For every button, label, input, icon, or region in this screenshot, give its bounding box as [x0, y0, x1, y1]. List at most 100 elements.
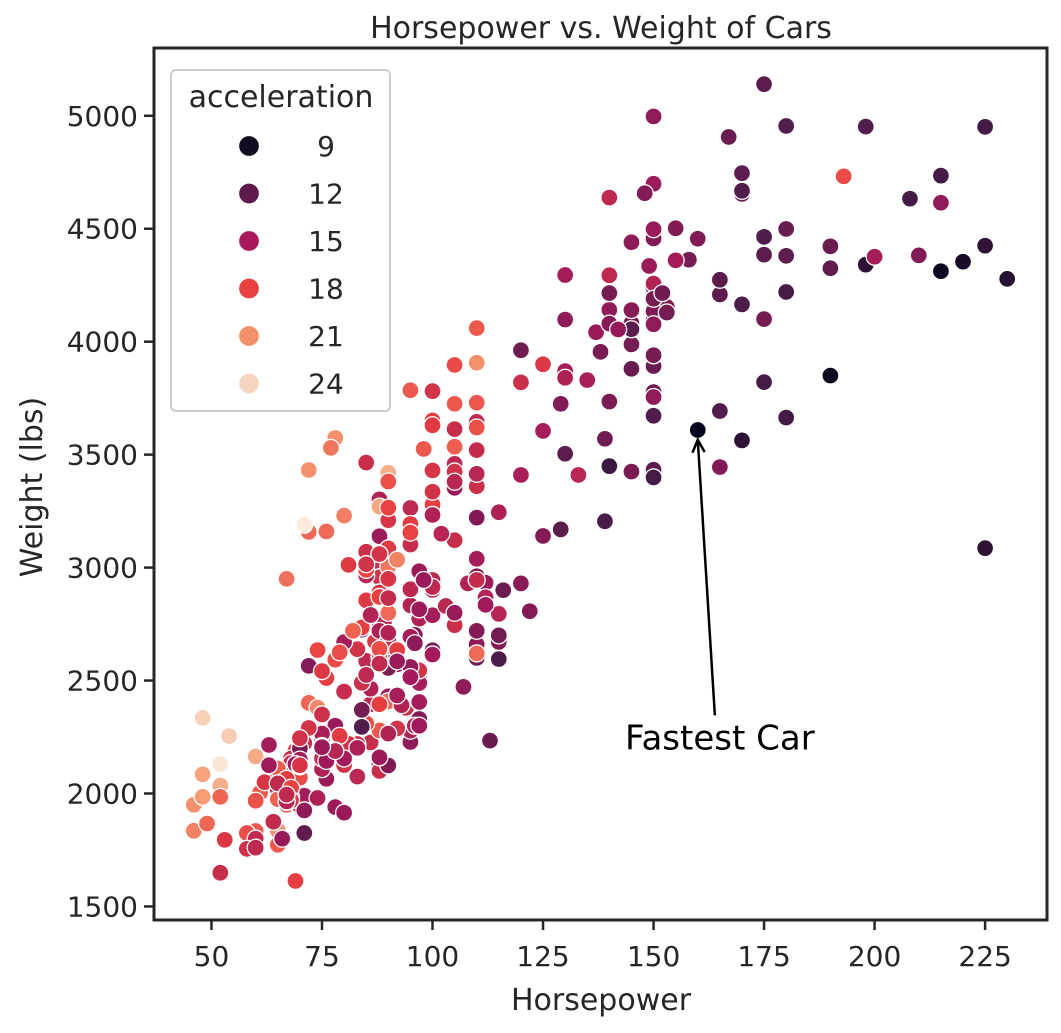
plot-frame — [152, 46, 1049, 922]
data-point — [777, 219, 796, 239]
data-point — [754, 245, 774, 264]
data-point — [352, 700, 371, 720]
data-point — [533, 355, 553, 374]
data-point — [710, 270, 730, 289]
data-point — [480, 731, 500, 750]
data-point — [489, 649, 508, 669]
data-point — [308, 640, 327, 660]
data-point — [308, 788, 327, 808]
data-point — [777, 246, 796, 265]
legend-label: 24 — [308, 368, 344, 401]
data-point — [511, 465, 531, 485]
data-point — [387, 652, 407, 671]
data-point — [688, 420, 707, 440]
data-point — [343, 621, 363, 640]
data-point — [644, 220, 663, 239]
legend-marker — [237, 277, 261, 300]
data-point — [520, 602, 539, 621]
data-point — [551, 520, 570, 539]
data-point — [644, 107, 663, 126]
data-point — [600, 283, 619, 303]
x-axis-label: Horsepower — [511, 983, 692, 1018]
data-point — [635, 184, 654, 203]
data-point — [401, 523, 420, 542]
data-point — [352, 717, 371, 736]
data-point — [586, 323, 606, 342]
x-tick-label: 225 — [958, 940, 1011, 973]
legend-label: 12 — [308, 178, 344, 211]
data-point — [511, 341, 531, 360]
data-point — [193, 708, 212, 727]
data-point — [595, 512, 615, 531]
data-point — [193, 765, 212, 784]
data-point — [600, 457, 619, 476]
data-point — [387, 686, 407, 705]
data-point — [290, 756, 310, 775]
data-point — [622, 335, 641, 354]
data-point — [754, 74, 774, 94]
data-point — [909, 246, 928, 265]
data-point — [600, 188, 619, 207]
x-tick-label: 150 — [627, 940, 680, 973]
data-point — [445, 355, 464, 375]
data-point — [379, 588, 398, 608]
data-point — [295, 801, 314, 820]
annotation-label: Fastest Car — [625, 718, 815, 758]
data-point — [277, 785, 296, 804]
data-point — [644, 468, 663, 487]
data-point — [644, 346, 663, 365]
y-tick-label: 3500 — [67, 439, 138, 472]
data-point — [931, 262, 951, 281]
data-point — [454, 677, 473, 697]
data-point — [644, 406, 663, 425]
data-point — [264, 812, 283, 831]
data-point — [657, 303, 676, 322]
data-point — [410, 716, 429, 735]
data-point — [953, 252, 973, 271]
data-point — [259, 756, 279, 775]
x-tick-label: 200 — [848, 940, 901, 973]
data-point — [644, 315, 663, 334]
data-point — [666, 251, 685, 270]
data-point — [600, 392, 619, 411]
data-point — [370, 544, 389, 564]
data-point — [423, 645, 442, 664]
data-point — [334, 506, 354, 525]
data-point — [445, 437, 464, 456]
data-point — [246, 838, 265, 857]
y-tick-label: 2000 — [67, 777, 138, 810]
data-point — [489, 604, 508, 624]
data-point — [622, 462, 641, 481]
data-point — [423, 505, 442, 525]
data-point — [622, 300, 641, 320]
data-point — [348, 767, 367, 786]
data-point — [467, 440, 486, 460]
data-point — [246, 747, 265, 766]
data-point — [273, 829, 292, 848]
data-point — [732, 431, 752, 450]
data-point — [401, 668, 420, 687]
data-point — [370, 695, 389, 714]
data-point — [511, 373, 531, 392]
data-point — [379, 623, 398, 643]
data-point — [511, 574, 531, 593]
data-point — [445, 472, 464, 491]
data-point — [666, 219, 685, 238]
data-point — [591, 342, 610, 361]
legend-marker — [237, 182, 261, 205]
data-point — [348, 738, 367, 758]
data-point — [370, 748, 389, 767]
y-tick-label: 1500 — [67, 890, 138, 923]
annotation-arrowhead — [691, 436, 706, 454]
data-point — [998, 269, 1017, 289]
data-point — [710, 401, 730, 421]
data-point — [467, 353, 486, 372]
legend-entries: 9 12 15 18 21 24 — [237, 130, 344, 401]
data-point — [834, 167, 853, 186]
data-point — [215, 830, 234, 849]
data-point — [821, 237, 840, 256]
data-point — [494, 581, 513, 600]
y-axis-ticks: 1500 2000 2500 3000 3500 4000 4500 5000 — [67, 100, 154, 923]
data-point — [423, 382, 442, 401]
data-point — [467, 644, 486, 663]
